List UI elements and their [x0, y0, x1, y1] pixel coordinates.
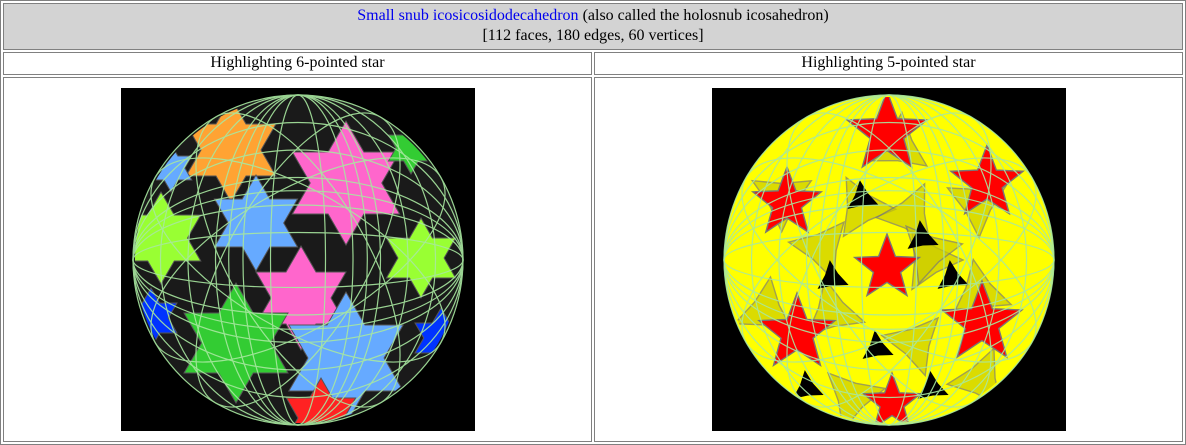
column-header-6-star: Highlighting 6-pointed star [3, 51, 592, 75]
polyhedron-name-link[interactable]: Small snub icosicosidodecahedron [357, 7, 579, 25]
polyhedron-image-6-star [120, 87, 475, 431]
image-cell-right [594, 76, 1183, 442]
sphere-wireframe [722, 94, 1055, 426]
polyhedron-image-5-star [711, 87, 1066, 431]
sphere-wireframe [131, 94, 464, 426]
column-header-5-star: Highlighting 5-pointed star [594, 51, 1183, 75]
polyhedron-render-5-star [722, 94, 1055, 426]
image-cell-left [3, 76, 592, 442]
caption-alt-name: (also called the holosnub icosahedron) [578, 7, 829, 25]
caption-stats: [112 faces, 180 edges, 60 vertices] [482, 27, 704, 45]
table-caption: Small snub icosicosidodecahedron (also c… [3, 3, 1183, 50]
polyhedron-render-6-star [131, 94, 464, 426]
